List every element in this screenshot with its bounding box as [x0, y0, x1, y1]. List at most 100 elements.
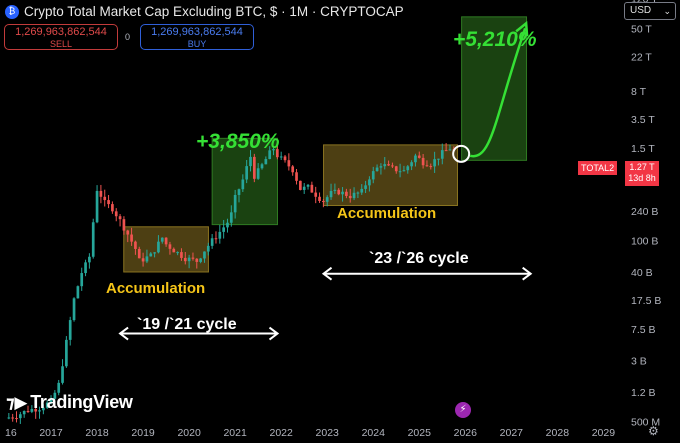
candle-body [341, 191, 344, 195]
lightning-icon[interactable]: ⚡ [455, 402, 471, 418]
candle-body [410, 162, 413, 167]
candle-body [402, 170, 406, 172]
candle-body [187, 257, 191, 262]
candle-body [137, 248, 141, 259]
candle-body [437, 158, 440, 160]
chart-title: Crypto Total Market Cap Excluding BTC, $… [24, 4, 404, 19]
candle-body [95, 190, 99, 223]
candle-body [164, 237, 168, 245]
candle-body [287, 160, 291, 167]
candle-body [206, 245, 210, 252]
last-price-value: 1.27 T [629, 162, 655, 172]
candle-body [268, 150, 272, 160]
currency-select[interactable]: USD ⌄ [624, 2, 676, 20]
y-tick-label: 3 B [631, 355, 647, 367]
candle-body [176, 252, 179, 254]
candle-body [356, 192, 360, 194]
candle-body [433, 159, 436, 167]
candle-body [65, 339, 68, 367]
x-tick-label: 2027 [500, 427, 524, 439]
candle-body [172, 248, 176, 253]
candle-body [34, 409, 38, 412]
x-tick-label: 2025 [408, 427, 432, 439]
candle-body [272, 149, 275, 151]
x-tick-label: 2024 [362, 427, 386, 439]
candle-body [444, 150, 448, 152]
candle-body [111, 204, 114, 212]
candle-body [45, 402, 49, 408]
candle-body [88, 256, 91, 263]
candle-body [364, 185, 367, 189]
y-tick-label: 1.5 T [631, 143, 655, 155]
x-tick-label: 2019 [131, 427, 155, 439]
candle-body [229, 212, 233, 223]
candle-body [72, 298, 76, 321]
candle-body [61, 366, 64, 383]
candle-body [210, 238, 214, 246]
candle-body [114, 211, 118, 217]
y-tick-label: 8 T [631, 86, 647, 98]
candle-body [157, 241, 160, 253]
x-tick-label: 2018 [85, 427, 109, 439]
candle-body [199, 258, 202, 262]
candle-body [218, 231, 222, 239]
candle-body [302, 186, 306, 190]
y-tick-label: 1.2 B [631, 387, 656, 399]
candle-body [149, 253, 153, 257]
candle-body [348, 195, 352, 199]
candle-body [306, 184, 310, 187]
x-tick-label: 2021 [223, 427, 247, 439]
candle-body [291, 166, 295, 173]
y-tick-label: 500 M [631, 417, 660, 429]
candle-body [99, 190, 103, 197]
cycle-arrow-2-right-head [522, 266, 533, 281]
x-tick-label: 2028 [546, 427, 570, 439]
projection-arrow [469, 27, 527, 158]
candle-body [49, 398, 53, 403]
candle-body [260, 164, 264, 169]
y-tick-label: 50 T [631, 23, 652, 35]
gain-annotation-2: +5,210% [453, 28, 537, 51]
candle-body [7, 417, 11, 419]
candle-body [333, 189, 337, 191]
candle-body [153, 252, 156, 254]
gain-box-1 [211, 137, 279, 226]
x-tick-label: 16 [5, 427, 17, 439]
candle-body [276, 149, 279, 158]
buy-button[interactable]: 1,269,963,862,544 BUY [140, 24, 254, 50]
candle-body [387, 164, 390, 166]
bitcoin-circle-icon: ₿ [5, 5, 19, 19]
y-tick-label: 3.5 T [631, 114, 655, 126]
candle-body [80, 273, 84, 287]
accumulation-label-1: Accumulation [106, 280, 206, 297]
last-price-tag: 1.27 T 13d 8h [625, 161, 659, 186]
candle-body [160, 237, 164, 242]
candle-body [226, 222, 229, 228]
candle-body [118, 216, 122, 220]
x-tick-label: 2022 [270, 427, 294, 439]
y-tick-label: 240 B [631, 206, 658, 218]
candle-body [425, 165, 429, 167]
candle-body [406, 166, 410, 171]
candle-body [203, 251, 206, 259]
candle-body [379, 166, 383, 168]
candle-body [168, 244, 172, 249]
gain-annotation-1: +3,850% [196, 130, 280, 153]
candle-body [279, 156, 283, 158]
accumulation-box-2 [323, 144, 458, 206]
candle-body [38, 410, 41, 412]
candle-body [214, 238, 218, 240]
buy-label: BUY [187, 39, 207, 49]
candle-body [283, 156, 287, 161]
gear-icon[interactable]: ⚙ [648, 424, 659, 438]
candle-body [126, 230, 130, 235]
candle-body [107, 200, 110, 205]
y-tick-label: 17.5 B [631, 295, 661, 307]
candle-body [329, 190, 333, 198]
tradingview-logo[interactable]: ⁊▶ TradingView [6, 392, 133, 413]
logo-text: TradingView [30, 392, 133, 412]
sell-button[interactable]: 1,269,963,862,544 SELL [4, 24, 118, 50]
candle-body [249, 156, 252, 167]
cycle-arrow-2-left-head [321, 266, 333, 281]
